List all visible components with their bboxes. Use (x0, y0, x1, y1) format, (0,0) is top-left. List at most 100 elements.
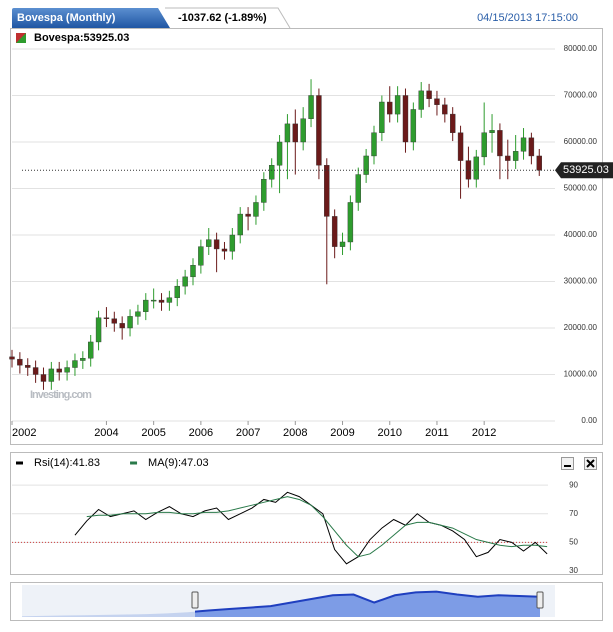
candle-body (143, 300, 148, 312)
x-tick-label: 2012 (472, 427, 496, 439)
candle-body (356, 175, 361, 203)
minimize-button[interactable] (562, 458, 574, 470)
candle-body (80, 358, 85, 360)
candle-body (379, 102, 384, 133)
candle-body (120, 323, 125, 328)
datetime: 04/15/2013 17:15:00 (477, 12, 578, 24)
y-tick-label: 70 (569, 509, 578, 518)
candle-body (206, 240, 211, 247)
y-tick-label: 10000.00 (564, 370, 598, 379)
legend-label: Rsi(14):41.83 (34, 457, 100, 469)
candle-body (269, 165, 274, 179)
candle-body (72, 361, 77, 368)
candle-body (57, 369, 62, 372)
x-tick-label: 2006 (189, 427, 213, 439)
candle-body (65, 368, 70, 373)
candle-body (340, 242, 345, 247)
candle-body (301, 119, 306, 142)
candle-body (135, 312, 140, 317)
y-tick-label: 50 (569, 537, 578, 546)
candle-body (183, 277, 188, 286)
candle-body (151, 300, 156, 301)
candle-body (33, 368, 38, 375)
y-tick-label: 50000.00 (564, 184, 598, 193)
y-tick-label: 40000.00 (564, 230, 598, 239)
chart-title: Bovespa (Monthly) (17, 12, 116, 24)
candle-body (490, 130, 495, 132)
watermark: Investing.com (30, 389, 92, 401)
last-price-label: 53925.03 (563, 164, 609, 176)
candle-body (238, 214, 243, 235)
candle-body (537, 156, 542, 170)
candle-body (348, 202, 353, 242)
candle-body (316, 96, 321, 166)
candle-body (458, 133, 463, 161)
y-tick-label: 90 (569, 480, 578, 489)
candle-body (293, 124, 298, 142)
candle-body (49, 369, 54, 382)
candle-body (505, 156, 510, 161)
candle-body (198, 247, 203, 266)
candle-body (191, 265, 196, 277)
candle-body (222, 249, 227, 251)
candle-body (395, 96, 400, 115)
candle-body (261, 179, 266, 202)
candle-body (364, 156, 369, 175)
x-tick-label: 2009 (330, 427, 354, 439)
main-panel (11, 29, 603, 445)
candle-body (277, 142, 282, 165)
x-tick-label: 2010 (377, 427, 401, 439)
candle-body (474, 157, 479, 179)
candle-body (230, 235, 235, 251)
y-tick-label: 30 (569, 566, 578, 575)
candle-body (434, 99, 439, 105)
candle-body (167, 298, 172, 303)
candle-body (372, 133, 377, 156)
candle-body (529, 138, 534, 156)
candle-body (25, 365, 30, 367)
candle-body (96, 318, 101, 342)
candle-body (112, 319, 117, 324)
candle-body (17, 359, 22, 365)
y-tick-label: 60000.00 (564, 137, 598, 146)
x-tick-label: 2007 (236, 427, 260, 439)
candle-body (104, 318, 109, 319)
x-tick-label: 2008 (283, 427, 307, 439)
candle-body (332, 216, 337, 246)
y-tick-label: 30000.00 (564, 277, 598, 286)
y-tick-label: 80000.00 (564, 44, 598, 53)
candle-body (482, 133, 487, 157)
y-tick-label: 70000.00 (564, 91, 598, 100)
x-tick-label: 2004 (94, 427, 118, 439)
candle-body (387, 102, 392, 114)
x-tick-label: 2002 (12, 427, 36, 439)
y-tick-label: 0.00 (581, 416, 597, 425)
candle-body (159, 300, 164, 302)
navigator-handle[interactable] (537, 592, 543, 608)
candle-body (427, 91, 432, 99)
navigator-handle[interactable] (192, 592, 198, 608)
legend-label: MA(9):47.03 (148, 457, 209, 469)
candle-body (513, 151, 518, 160)
candle-body (41, 375, 46, 382)
candle-body (88, 342, 93, 358)
candle-body (411, 109, 416, 142)
candle-body (442, 105, 447, 114)
candle-body (128, 316, 133, 328)
candle-body (246, 214, 251, 216)
candle-body (10, 357, 15, 359)
candle-body (175, 286, 180, 298)
candle-body (521, 138, 526, 151)
candle-body (309, 96, 314, 119)
change: -1037.62 (-1.89%) (178, 12, 267, 24)
candle-body (214, 240, 219, 249)
candle-body (450, 114, 455, 133)
candle-body (497, 130, 502, 156)
x-tick-label: 2005 (141, 427, 165, 439)
candle-body (253, 202, 258, 216)
legend: Bovespa:53925.03 (34, 32, 129, 44)
y-tick-label: 20000.00 (564, 323, 598, 332)
candle-body (419, 91, 424, 110)
candle-body (285, 124, 290, 142)
